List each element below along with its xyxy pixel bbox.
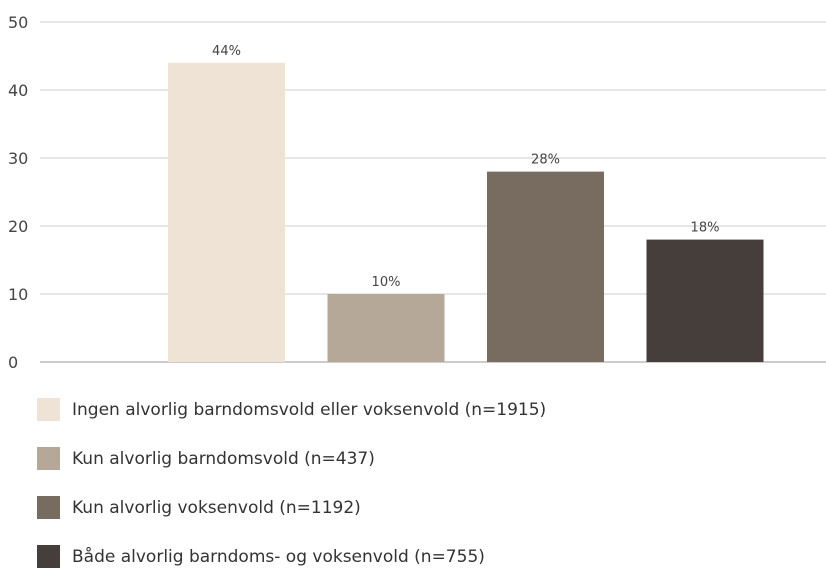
data-label-1: 44%	[212, 44, 241, 59]
y-tick-label: 20	[8, 217, 28, 236]
bar-2	[327, 294, 445, 362]
legend-item-kun-voksenvold: Kun alvorlig voksenvold (n=1192)	[37, 496, 797, 520]
legend-item-baade: Både alvorlig barndoms- og voksenvold (n…	[37, 545, 797, 569]
bar-chart: 0 10 20 30 40 50 44% 10% 28% 18%	[8, 13, 826, 372]
legend-swatch	[37, 447, 60, 470]
y-tick-label: 40	[8, 81, 28, 100]
legend-label: Både alvorlig barndoms- og voksenvold (n…	[72, 547, 485, 567]
bar-3	[487, 171, 604, 362]
y-tick-label: 30	[8, 149, 28, 168]
legend-item-kun-barndomsvold: Kun alvorlig barndomsvold (n=437)	[37, 447, 797, 471]
bars	[168, 62, 764, 363]
data-labels: 44% 10% 28% 18%	[212, 44, 719, 290]
y-tick-label: 50	[8, 13, 28, 32]
legend-swatch	[37, 545, 60, 568]
legend-label: Kun alvorlig voksenvold (n=1192)	[72, 498, 361, 518]
y-tick-label: 10	[8, 285, 28, 304]
y-tick-label: 0	[8, 353, 18, 372]
legend-swatch	[37, 496, 60, 519]
bar-4	[646, 239, 764, 362]
data-label-4: 18%	[691, 221, 720, 236]
data-label-3: 28%	[531, 153, 560, 168]
legend-label: Kun alvorlig barndomsvold (n=437)	[72, 449, 375, 469]
y-axis-ticks: 0 10 20 30 40 50	[8, 13, 28, 372]
data-label-2: 10%	[372, 275, 401, 290]
legend-item-ingen: Ingen alvorlig barndomsvold eller voksen…	[37, 398, 797, 422]
bar-1	[168, 62, 285, 363]
legend-label: Ingen alvorlig barndomsvold eller voksen…	[72, 400, 547, 420]
legend-swatch	[37, 398, 60, 421]
